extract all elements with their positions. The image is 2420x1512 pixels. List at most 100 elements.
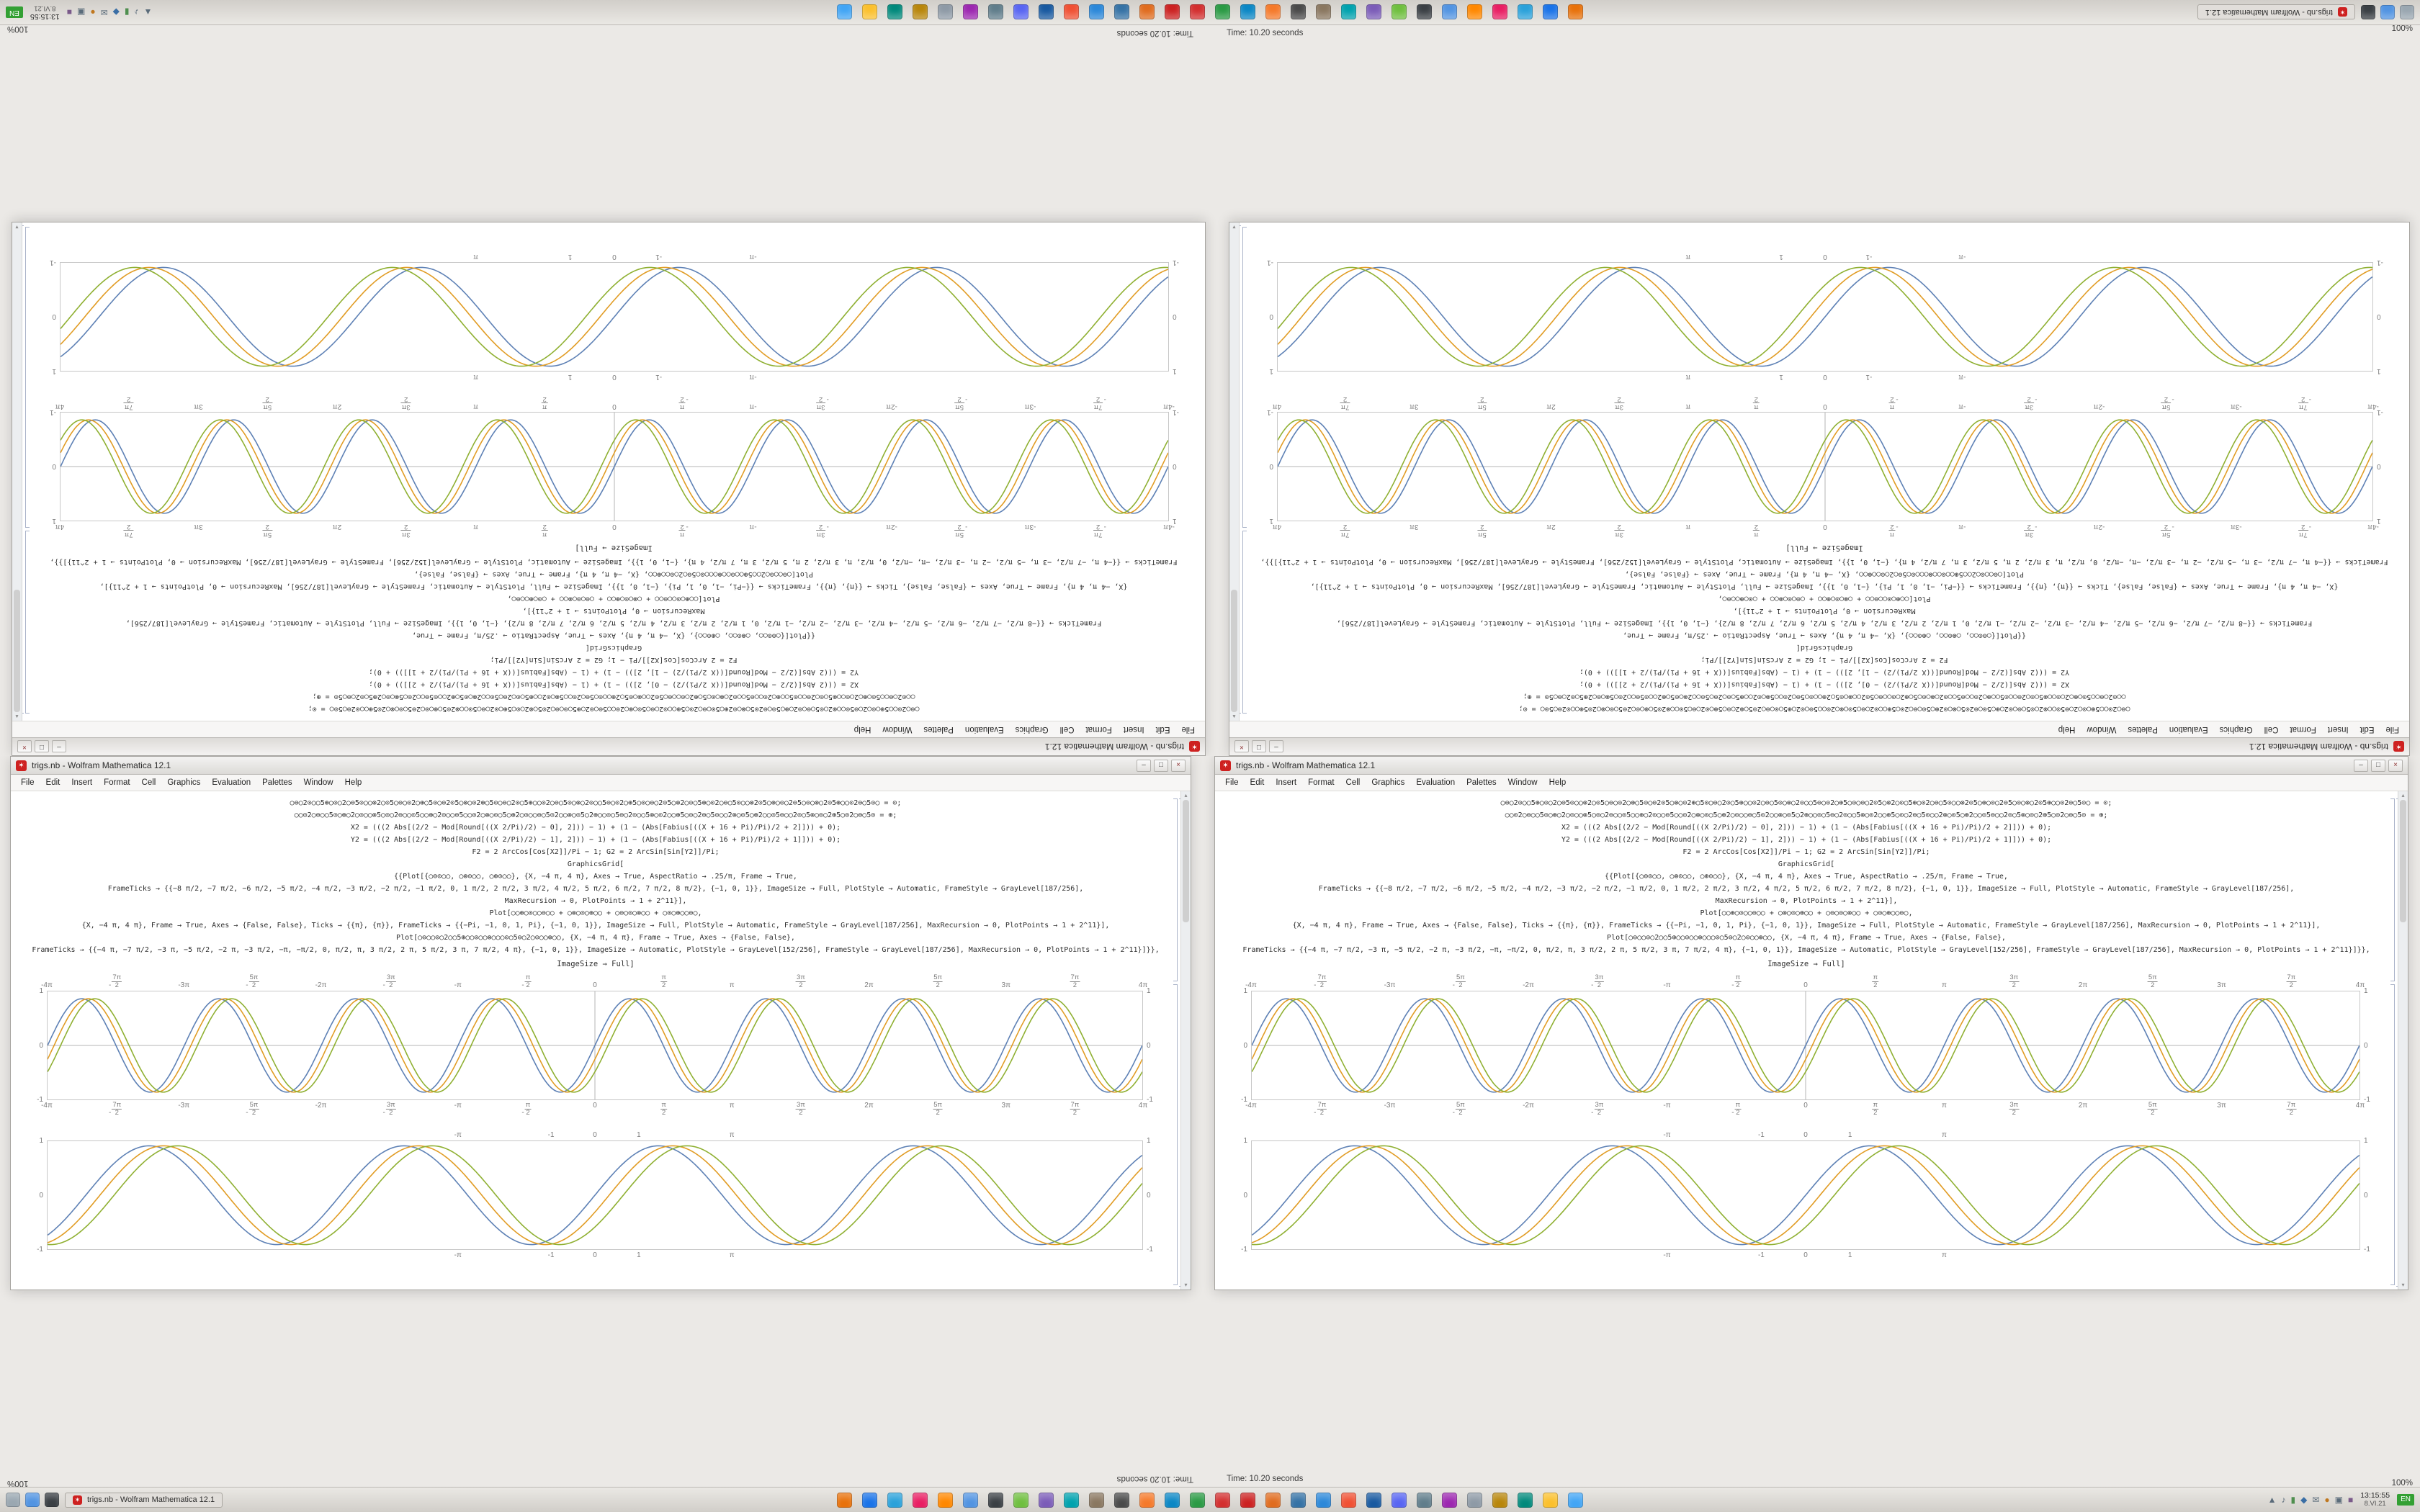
taskbar-clock[interactable]: 13:15:55 8.VI.21 (30, 4, 60, 21)
taskbar-app-icon[interactable] (1366, 1492, 1381, 1508)
minimize-button[interactable]: – (2354, 759, 2368, 772)
scroll-up-icon[interactable]: ▴ (15, 714, 19, 720)
menu-item[interactable]: Format (1308, 778, 1335, 787)
taskbar-app-icon[interactable] (1190, 1492, 1205, 1508)
tray-icon[interactable]: ✉ (100, 7, 108, 17)
code-cell[interactable]: ○⊖○2⊙○○5⊕○⊙○2○⊖5⊙○○⊗2○⊙5○⊖○⊙2○⊕○5⊙○⊖2⊙5○… (1251, 556, 2398, 715)
notebook-area[interactable]: ○⊖○2⊙○○5⊕○⊙○2○⊖5⊙○○⊗2○⊙5○⊖○⊙2○⊕○5⊙○⊖2⊙5○… (1215, 791, 2408, 1290)
taskbar-app-icon[interactable] (1240, 4, 1255, 20)
tray-icon[interactable]: ■ (66, 7, 73, 17)
window-titlebar[interactable]: ✶ trigs.nb - Wolfram Mathematica 12.1 – … (1215, 757, 2408, 775)
tray-icon[interactable]: ▣ (2334, 1495, 2343, 1505)
tray-icon[interactable]: ■ (2347, 1495, 2354, 1505)
taskbar-app-icon[interactable] (1190, 4, 1205, 20)
tray-icon[interactable]: ♪ (2281, 1495, 2286, 1505)
tray-icon[interactable]: ◆ (112, 7, 120, 17)
scrollbar-thumb[interactable] (1231, 590, 1237, 712)
taskbar-app-icon[interactable] (862, 1492, 877, 1508)
taskbar-app-icon[interactable] (1316, 1492, 1331, 1508)
menu-item[interactable]: Cell (1345, 778, 1361, 787)
menu-item[interactable]: Graphics (167, 778, 201, 787)
taskbar-app-icon[interactable] (1013, 1492, 1028, 1508)
taskbar-app-icon[interactable] (938, 4, 953, 20)
taskbar-window-button[interactable]: ✶ trigs.nb - Wolfram Mathematica 12.1 (65, 1492, 223, 1508)
close-button[interactable]: × (2388, 759, 2403, 772)
taskbar-app-icon[interactable] (1341, 1492, 1356, 1508)
taskbar-app-icon[interactable] (1543, 1492, 1558, 1508)
menu-item[interactable]: Help (1549, 778, 1567, 787)
window-titlebar[interactable]: ✶ trigs.nb - Wolfram Mathematica 12.1 – … (12, 737, 1205, 755)
menu-item[interactable]: File (1225, 778, 1239, 787)
taskbar-app-icon[interactable] (1568, 4, 1583, 20)
tray-icon[interactable]: ▣ (77, 7, 86, 17)
tray-icon[interactable]: ◆ (2300, 1495, 2308, 1505)
menu-item[interactable]: Evaluation (964, 725, 1004, 734)
taskbar-app-icon[interactable] (1467, 1492, 1482, 1508)
vertical-scrollbar[interactable]: ▴ ▾ (2398, 791, 2408, 1290)
scrollbar-thumb[interactable] (1183, 800, 1189, 922)
taskbar-app-icon[interactable] (1139, 4, 1155, 20)
taskbar-app-icon[interactable] (1316, 4, 1331, 20)
menu-item[interactable]: Graphics (1015, 725, 1049, 734)
notebook-area[interactable]: ○⊖○2⊙○○5⊕○⊙○2○⊖5⊙○○⊗2○⊙5○⊖○⊙2○⊕○5⊙○⊖2⊙5○… (11, 791, 1191, 1290)
vertical-scrollbar[interactable]: ▴ ▾ (1229, 222, 1240, 721)
menu-item[interactable]: Cell (2264, 725, 2279, 734)
minimize-button[interactable]: – (52, 740, 66, 753)
zoom-indicator[interactable]: 100% (2391, 1479, 2413, 1488)
menu-item[interactable]: Evaluation (2169, 725, 2208, 734)
taskbar-app-icon[interactable] (1518, 1492, 1533, 1508)
notebook-area[interactable]: ○⊖○2⊙○○5⊕○⊙○2○⊖5⊙○○⊗2○⊙5○⊖○⊙2○⊕○5⊙○⊖2⊙5○… (12, 222, 1205, 721)
zoom-indicator-mirrored[interactable]: 100% (2391, 24, 2413, 33)
maximize-button[interactable]: □ (35, 740, 49, 753)
taskbar-app-icon[interactable] (1568, 1492, 1583, 1508)
menu-item[interactable]: Edit (2360, 725, 2375, 734)
taskbar-app-icon[interactable] (1417, 1492, 1432, 1508)
taskbar-app-icon[interactable] (887, 1492, 902, 1508)
menu-item[interactable]: Graphics (1371, 778, 1405, 787)
taskbar-app-icon[interactable] (913, 1492, 928, 1508)
taskbar-app-icon[interactable] (1215, 1492, 1230, 1508)
menu-item[interactable]: Window (2087, 725, 2117, 734)
taskbar-app-icon[interactable] (1366, 4, 1381, 20)
code-cell[interactable]: ○⊖○2⊙○○5⊕○⊙○2○⊖5⊙○○⊗2○⊙5○⊖○⊙2○⊕○5⊙○⊖2⊙5○… (1227, 797, 2386, 956)
taskbar-app-icon[interactable] (1417, 4, 1432, 20)
close-button[interactable]: × (17, 740, 32, 753)
menu-item[interactable]: Insert (71, 778, 93, 787)
window-titlebar[interactable]: ✶ trigs.nb - Wolfram Mathematica 12.1 – … (11, 757, 1191, 775)
minimize-button[interactable]: – (1269, 740, 1283, 753)
menu-item[interactable]: Insert (1276, 778, 1297, 787)
menu-item[interactable]: Format (1085, 725, 1112, 734)
taskbar-app-icon[interactable] (887, 4, 902, 20)
menu-item[interactable]: Format (104, 778, 130, 787)
taskbar-app-icon[interactable] (1240, 1492, 1255, 1508)
tray-icon[interactable]: ✉ (2312, 1495, 2320, 1505)
menu-item[interactable]: Edit (45, 778, 60, 787)
taskbar-app-icon[interactable] (1215, 4, 1230, 20)
taskbar-app-icon[interactable] (1114, 1492, 1129, 1508)
launcher-icon[interactable] (45, 1493, 59, 1507)
launcher-icon[interactable] (6, 1493, 20, 1507)
launcher-icon[interactable] (2380, 5, 2395, 19)
taskbar-window-button[interactable]: ✶ trigs.nb - Wolfram Mathematica 12.1 (2197, 4, 2355, 20)
menu-item[interactable]: File (1181, 725, 1195, 734)
menu-item[interactable]: Window (303, 778, 333, 787)
tray-icon[interactable]: ▲ (2267, 1495, 2277, 1505)
menu-item[interactable]: Evaluation (212, 778, 251, 787)
menu-item[interactable]: Insert (1123, 725, 1144, 734)
close-button[interactable]: × (1171, 759, 1186, 772)
scroll-down-icon[interactable]: ▾ (1184, 1282, 1188, 1288)
scrollbar-thumb[interactable] (2400, 800, 2406, 922)
taskbar-app-icon[interactable] (862, 4, 877, 20)
scroll-down-icon[interactable]: ▾ (15, 224, 19, 230)
taskbar-app-icon[interactable] (1064, 4, 1079, 20)
menu-item[interactable]: Window (882, 725, 913, 734)
keyboard-layout-badge[interactable]: EN (2397, 1494, 2414, 1506)
taskbar-app-icon[interactable] (988, 1492, 1003, 1508)
window-titlebar[interactable]: ✶ trigs.nb - Wolfram Mathematica 12.1 – … (1229, 737, 2409, 755)
taskbar-app-icon[interactable] (1089, 4, 1104, 20)
menu-item[interactable]: Evaluation (1416, 778, 1456, 787)
vertical-scrollbar[interactable]: ▴ ▾ (12, 222, 22, 721)
taskbar-app-icon[interactable] (1165, 4, 1180, 20)
taskbar-app-icon[interactable] (1265, 1492, 1281, 1508)
menu-item[interactable]: File (2385, 725, 2399, 734)
